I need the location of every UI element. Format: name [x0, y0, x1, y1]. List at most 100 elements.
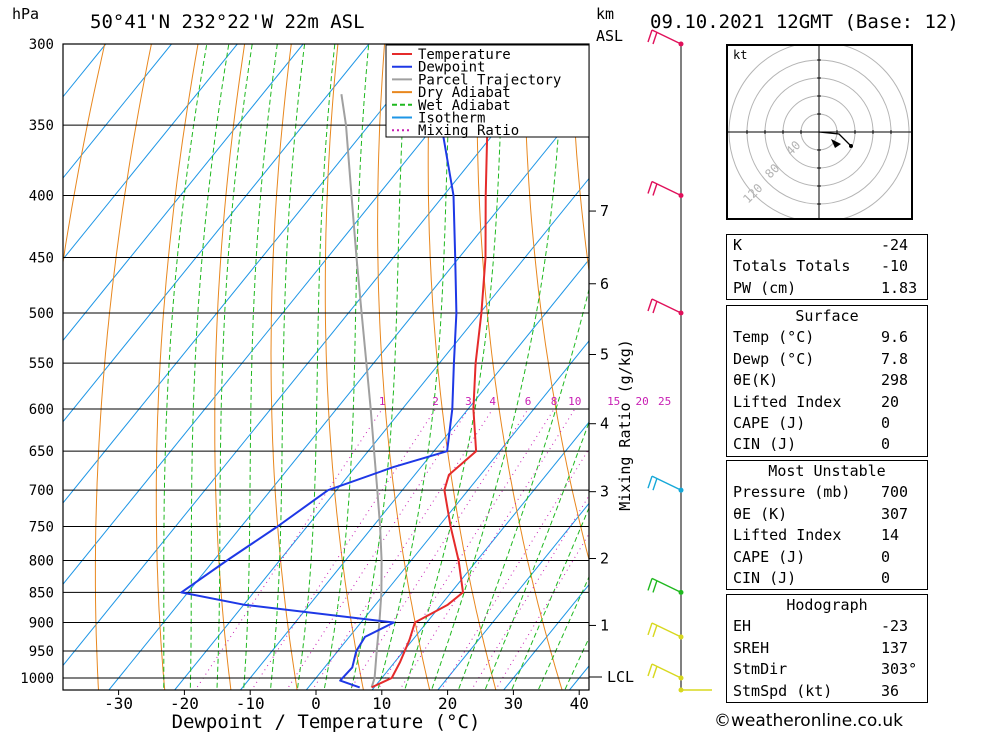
mixing-ratio-label: 8 [551, 395, 558, 408]
dry-adiabat-line [155, 44, 199, 690]
mixing-ratio-line [194, 408, 383, 690]
height-tick-label: 5 [600, 345, 609, 363]
x-tick-label: -10 [236, 694, 265, 713]
surface-label: CIN (J) [733, 435, 797, 454]
wet-adiabat-line [189, 44, 230, 690]
pressure-unit-label: hPa [12, 5, 39, 23]
surface-row: θE(K) 298 [727, 370, 927, 391]
surface-value: 0 [881, 413, 891, 432]
hodo-row: StmDir 303° [727, 659, 927, 680]
mixing-ratio-label: 6 [525, 395, 532, 408]
pressure-tick-label: 450 [29, 251, 54, 267]
legend-label: Dewpoint [418, 60, 485, 76]
wind-barb-flag [652, 31, 658, 45]
hodograph-point [849, 144, 853, 148]
datetime-label: 09.10.2021 12GMT (Base: 12) [650, 11, 959, 33]
hodo-label: StmDir [733, 660, 788, 679]
height-tick-label: 3 [600, 483, 609, 501]
x-tick-label: 40 [570, 694, 589, 713]
surface-row: Lifted Index 20 [727, 392, 927, 413]
index-label: K [733, 236, 743, 254]
isotherm-line [63, 44, 567, 667]
copyright[interactable]: ©weatheronline.co.uk [714, 711, 904, 731]
index-value: -10 [881, 257, 909, 276]
index-row-k: K -24 [727, 235, 927, 256]
surface-value: 0 [881, 435, 891, 454]
wet-adiabat-line [269, 44, 306, 690]
isotherm-line [63, 44, 370, 423]
wind-barbs [647, 29, 712, 693]
isotherm-line [174, 177, 589, 690]
pressure-tick-label: 950 [29, 644, 54, 660]
height-tick-label: 6 [600, 275, 609, 293]
pressure-tick-label: 850 [29, 585, 54, 601]
hodo-value: 303° [881, 660, 918, 679]
hodograph-plot: kt 40 80 120 [728, 41, 911, 223]
isotherm-line [437, 502, 589, 690]
mu-row: CIN (J) 0 [727, 568, 927, 589]
hodograph-ring-label: 40 [783, 138, 803, 158]
mixing-ratio-label: 10 [568, 395, 581, 408]
hodograph-title: Hodograph [786, 596, 868, 614]
surface-panel: Surface Temp (°C) 9.6 Dewp (°C) 7.8 θE(K) 2… [726, 305, 928, 457]
dry-adiabat-line [63, 44, 106, 266]
asl-unit-label: ASL [596, 27, 623, 45]
height-tick-label: 7 [600, 202, 609, 220]
wet-adiabat-line [163, 44, 208, 690]
pressure-tick-label: 400 [29, 188, 54, 204]
x-tick-label: 30 [504, 694, 523, 713]
dry-adiabat-line [936, 8, 1000, 704]
pressure-tick-label: 300 [29, 37, 54, 53]
mixing-ratio-line [440, 447, 589, 690]
mixing-ratio-label: 3 [465, 395, 472, 408]
wind-barb-flag [647, 298, 653, 312]
pressure-tick-label: 650 [29, 444, 54, 460]
hodograph-ring-label: 80 [762, 161, 782, 181]
wet-adiabat-line [404, 44, 505, 690]
dry-adiabat-line [982, 8, 1000, 704]
mixing-ratio-label: 1 [379, 395, 386, 408]
height-axis: 1 2 3 4 5 6 7 [589, 202, 609, 678]
index-value: -24 [881, 236, 909, 254]
surface-value: 9.6 [881, 328, 909, 347]
x-tick-label: -20 [170, 694, 199, 713]
surface-label: CAPE (J) [733, 413, 806, 432]
dry-adiabat-line [570, 44, 589, 275]
wind-barb-flag [652, 477, 658, 491]
mu-value: 14 [881, 526, 900, 545]
dry-adiabat-line [94, 44, 152, 690]
mixing-ratio-label: 25 [658, 395, 671, 408]
isotherm-line [63, 44, 238, 261]
mu-value: 0 [881, 547, 891, 566]
isotherm-line [63, 44, 172, 179]
wind-barb [647, 298, 684, 316]
indices-panel: K -24 Totals Totals -10 PW (cm) 1.83 [726, 234, 928, 301]
wind-barb-flag [652, 580, 658, 593]
wet-adiabat-line [484, 420, 589, 690]
y-axis: 300 350 400 450 500 550 600 650 700 750 800 850 900 9… [20, 37, 54, 687]
index-row-pw: PW (cm) 1.83 [727, 278, 927, 299]
hodo-value: -23 [881, 617, 909, 636]
km-unit-label: km [596, 5, 614, 23]
surface-row: Temp (°C) 9.6 [727, 327, 927, 348]
x-tick-label: 0 [311, 694, 321, 713]
series-parcel-trajectory [340, 94, 383, 688]
surface-title: Surface [795, 307, 859, 325]
background-lines [63, 8, 1000, 704]
mu-label: CAPE (J) [733, 547, 806, 566]
mu-row: Pressure (mb) 700 [727, 482, 927, 503]
wind-barb-flag [652, 300, 658, 314]
legend-box [385, 44, 590, 138]
legend-label: Dry Adiabat [418, 85, 511, 101]
mu-row: Lifted Index 14 [727, 525, 927, 546]
wet-adiabat-line [431, 44, 564, 690]
x-tick-label: -30 [104, 694, 133, 713]
wind-barb-flag [652, 624, 658, 638]
wet-adiabat-line [323, 44, 370, 690]
most-unstable-title: Most Unstable [768, 462, 886, 480]
wet-adiabat-line [216, 44, 253, 690]
wind-barb-flag [647, 622, 653, 636]
hodo-label: EH [733, 617, 752, 636]
dry-adiabat-line [476, 44, 563, 690]
